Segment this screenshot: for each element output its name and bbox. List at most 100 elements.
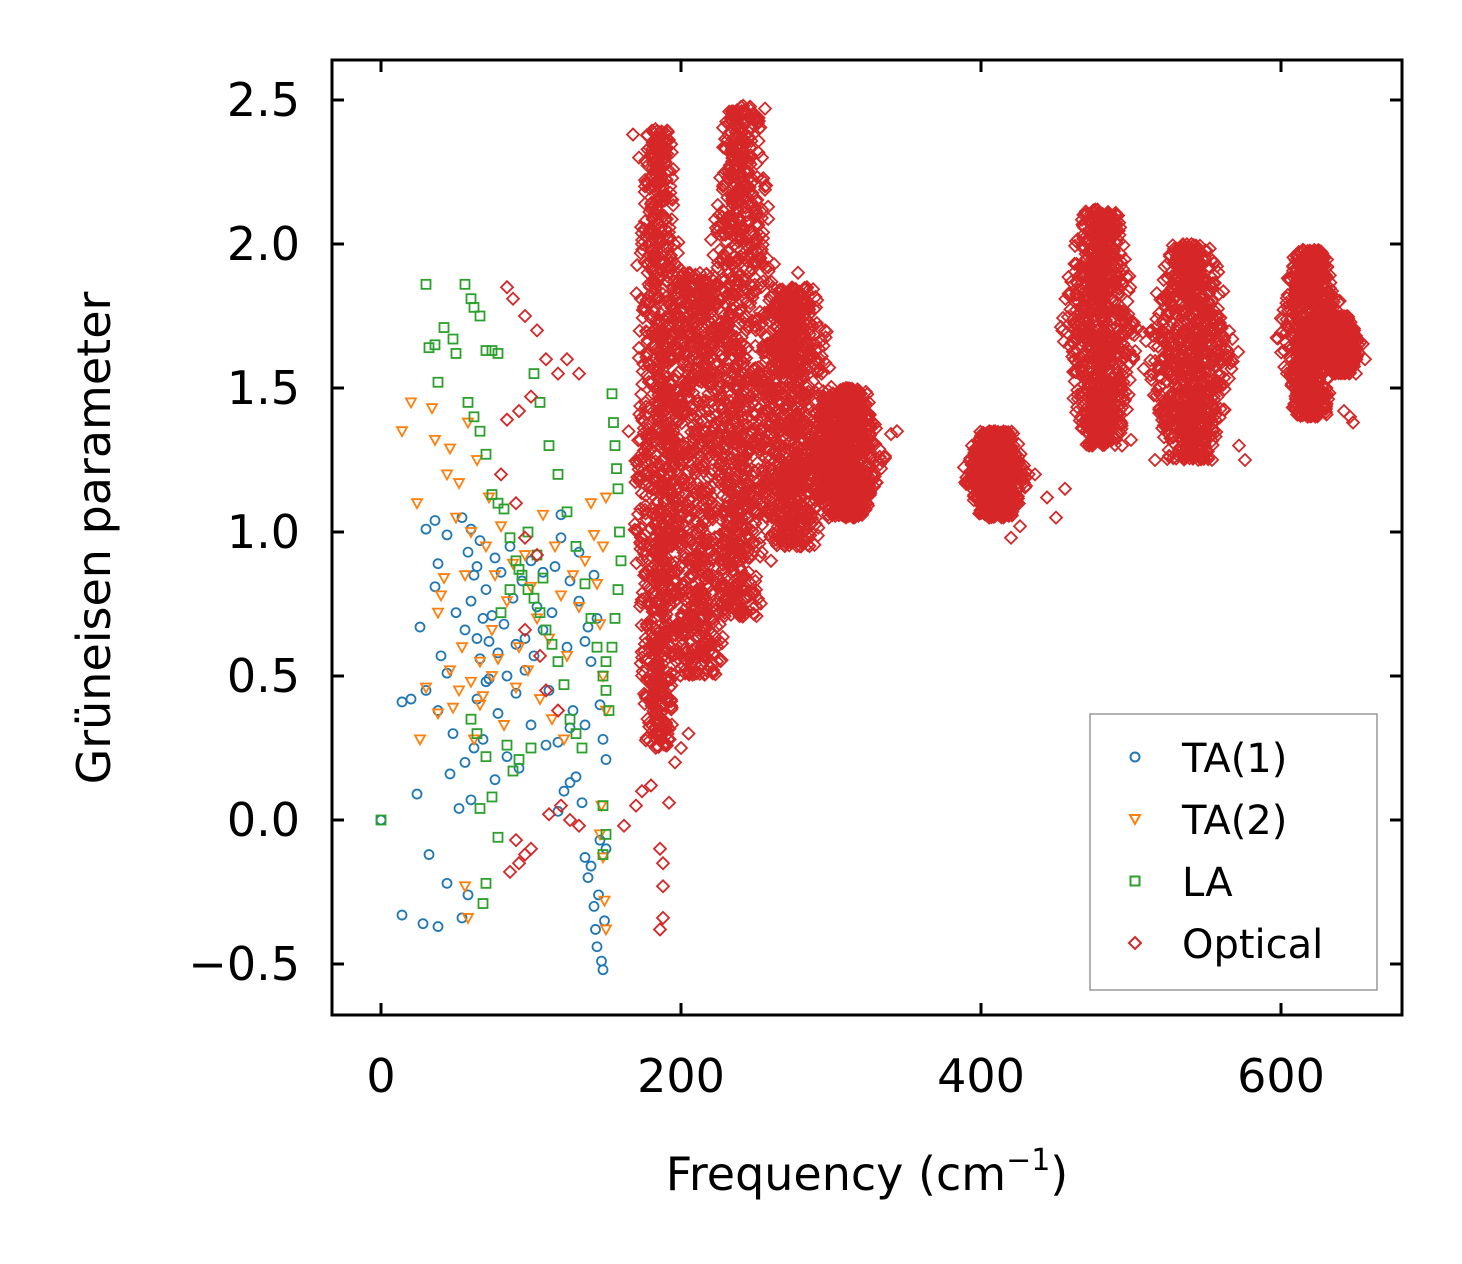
optical-cloud-point [660,163,675,179]
data-point [414,621,426,633]
data-point [435,650,447,662]
optical-cloud-point [643,442,659,458]
optical-cloud-point [647,138,662,154]
optical-cloud-point [657,618,673,634]
optical-cloud-point [684,642,700,658]
data-point [572,601,586,614]
data-point [488,570,502,583]
data-point [557,734,571,747]
optical-cloud-point [711,540,726,555]
optical-cloud-point [693,404,708,419]
optical-cloud-point [704,311,720,327]
optical-cloud-point [640,128,655,143]
optical-cloud-point [655,534,671,550]
data-point [530,613,544,626]
data-point [612,584,624,595]
optical-cloud-point [661,511,676,527]
data-point [429,339,441,351]
data-point [420,278,432,290]
optical-cloud-point [760,211,776,227]
optical-cloud-point [653,596,669,612]
optical-cloud-point [663,555,679,571]
optical-cloud-point [647,730,663,746]
data-point [513,564,525,575]
data-point [597,849,609,860]
optical-cloud-point [653,343,668,359]
data-point [564,777,576,788]
optical-cloud-point [654,477,669,493]
optical-cloud-point [739,510,755,526]
data-point [510,687,522,699]
optical-cloud-point [682,390,697,405]
optical-cloud-point [632,406,647,422]
data-point [600,656,612,667]
optical-cloud-point [693,438,708,453]
optical-cloud-point [709,654,725,669]
data-point [588,901,600,912]
optical-cloud-point [669,304,684,320]
optical-cloud-point [646,304,662,320]
optical-cloud-point [682,475,698,490]
optical-cloud-point [647,249,662,264]
optical-cloud-point [681,511,696,527]
data-point [489,552,501,564]
data-point [450,607,462,619]
data-point [590,578,604,591]
data-point [599,492,613,505]
data-point [465,595,477,607]
data-point [591,941,603,953]
optical-cloud-point [679,378,695,394]
data-point [504,532,516,544]
optical-cloud-point [751,133,766,149]
optical-cloud-point [689,318,705,334]
optical-cloud-point [717,295,733,311]
optical-cloud-point [655,485,671,501]
optical-cloud-point [693,299,708,314]
optical-cloud-point [649,396,664,412]
optical-cloud-point [662,332,677,347]
optical-cloud-point [641,288,656,304]
data-point [603,705,615,716]
data-point [606,641,618,653]
data-point [429,515,441,526]
data-point [576,797,588,809]
optical-cloud-point [716,441,732,456]
optical-cloud-point [670,563,686,579]
data-point [375,814,387,826]
data-point [501,739,513,751]
data-point [608,417,619,428]
data-point [534,607,546,619]
optical-cloud-point [685,418,701,433]
optical-cloud-point [650,625,666,641]
optical-cloud-point [634,485,650,501]
optical-cloud-point [677,592,693,607]
optical-cloud-point [659,738,675,753]
optical-cloud-point [699,663,714,678]
optical-cloud-point [655,357,670,372]
data-point [612,483,624,495]
data-point [566,570,580,583]
optical-cloud-point [680,358,696,373]
optical-cloud-point [662,440,678,455]
optical-cloud-point [647,228,663,243]
data-point [615,555,627,567]
optical-cloud-point [697,649,712,665]
optical-cloud-point [678,654,694,669]
optical-cloud-point [633,219,649,235]
optical-cloud-point [639,175,655,191]
optical-cloud-point [665,197,681,213]
optical-cloud-point [698,620,714,636]
data-point [611,463,622,475]
data-point [497,720,511,732]
data-point [431,708,445,721]
optical-cloud-point [659,718,674,733]
data-point [437,573,451,585]
optical-cloud-point [642,733,657,749]
data-point [471,633,483,644]
data-point [554,590,568,603]
data-point [410,498,424,511]
optical-cloud-point [699,537,714,552]
optical-cloud-point [675,300,691,316]
optical-cloud-point [685,501,700,517]
data-point [480,751,492,763]
